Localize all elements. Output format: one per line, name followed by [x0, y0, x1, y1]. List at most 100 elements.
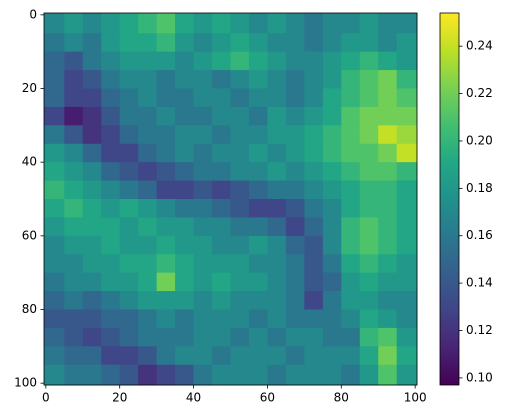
heatmap-cell [119, 217, 139, 237]
heatmap-cell [101, 162, 121, 181]
heatmap-cell [378, 235, 398, 255]
heatmap-cell [193, 51, 213, 71]
heatmap-cell [378, 125, 398, 145]
heatmap-cell [359, 125, 379, 145]
heatmap-cell [359, 51, 379, 71]
heatmap-cell [230, 88, 250, 108]
heatmap-cell [101, 88, 121, 108]
heatmap-cell [359, 106, 379, 126]
heatmap-cell [156, 254, 176, 274]
heatmap-cell [396, 199, 418, 218]
heatmap-cell [304, 346, 324, 366]
heatmap-cell [230, 254, 250, 274]
heatmap-cell [175, 88, 194, 108]
heatmap-cell [378, 254, 398, 274]
heatmap-cell [119, 235, 139, 255]
heatmap-cell [44, 33, 65, 53]
heatmap-cell [267, 13, 287, 34]
heatmap-cell [359, 143, 379, 163]
heatmap-cell [64, 143, 84, 163]
heatmap-cell [101, 70, 121, 89]
heatmap-cell [175, 309, 194, 329]
heatmap-cell [82, 51, 102, 71]
heatmap-cell [156, 327, 176, 347]
heatmap-cell [119, 162, 139, 181]
heatmap-cell [396, 88, 418, 108]
heatmap-cell [267, 327, 287, 347]
heatmap-cell [44, 272, 65, 292]
heatmap-cell [248, 162, 268, 181]
colorbar [439, 12, 460, 386]
heatmap-cell [175, 13, 194, 34]
heatmap-cell [285, 217, 305, 237]
heatmap-cell [285, 199, 305, 218]
heatmap-cell [230, 106, 250, 126]
heatmap-cell [359, 180, 379, 200]
heatmap-cell [44, 309, 65, 329]
colorbar-tick-label: 0.20 [466, 133, 493, 147]
heatmap-cell [230, 364, 250, 386]
heatmap-cell [212, 254, 231, 274]
heatmap-cell [175, 70, 194, 89]
heatmap-cell [230, 143, 250, 163]
heatmap-cell [64, 346, 84, 366]
heatmap-cell [119, 327, 139, 347]
heatmap-cell [322, 125, 342, 145]
heatmap-cell [119, 125, 139, 145]
heatmap-cell [248, 199, 268, 218]
heatmap-cell [193, 143, 213, 163]
heatmap-cell [44, 180, 65, 200]
heatmap-cell [193, 13, 213, 34]
heatmap-cell [82, 199, 102, 218]
heatmap-cell [101, 217, 121, 237]
heatmap-cell [44, 235, 65, 255]
heatmap-cell [285, 364, 305, 386]
heatmap-cell [248, 309, 268, 329]
x-tick-label: 40 [186, 391, 201, 405]
heatmap-cell [304, 125, 324, 145]
heatmap-cell [175, 143, 194, 163]
heatmap-cell [267, 143, 287, 163]
heatmap-cell [341, 88, 361, 108]
heatmap-cell [396, 235, 418, 255]
heatmap-cell [396, 125, 418, 145]
heatmap-cell [212, 162, 231, 181]
heatmap-cell [82, 364, 102, 386]
heatmap-cell [44, 346, 65, 366]
heatmap-cell [156, 13, 176, 34]
heatmap-cell [248, 13, 268, 34]
heatmap-cell [101, 254, 121, 274]
heatmap-cell [341, 217, 361, 237]
heatmap-cell [175, 346, 194, 366]
heatmap-cell [304, 13, 324, 34]
heatmap-cell [359, 33, 379, 53]
heatmap-cell [304, 364, 324, 386]
heatmap-cell [248, 88, 268, 108]
heatmap-cell [119, 13, 139, 34]
heatmap-cell [175, 217, 194, 237]
heatmap-cell [82, 272, 102, 292]
heatmap-cell [285, 106, 305, 126]
heatmap-cell [230, 199, 250, 218]
heatmap-cell [212, 272, 231, 292]
heatmap-cell [119, 364, 139, 386]
heatmap-cell [341, 125, 361, 145]
heatmap-cell [212, 51, 231, 71]
heatmap-cell [212, 346, 231, 366]
heatmap-cell [304, 162, 324, 181]
heatmap-cell [322, 33, 342, 53]
heatmap-cell [322, 162, 342, 181]
heatmap-cell [304, 291, 324, 310]
heatmap-cell [322, 143, 342, 163]
x-tick-label: 60 [260, 391, 275, 405]
heatmap [44, 13, 418, 386]
heatmap-cell [119, 143, 139, 163]
heatmap-cell [359, 162, 379, 181]
heatmap-cell [359, 199, 379, 218]
heatmap-cell [230, 13, 250, 34]
heatmap-cell [175, 364, 194, 386]
heatmap-cell [378, 143, 398, 163]
heatmap-cell [267, 125, 287, 145]
heatmap-cell [396, 106, 418, 126]
heatmap-cell [322, 199, 342, 218]
